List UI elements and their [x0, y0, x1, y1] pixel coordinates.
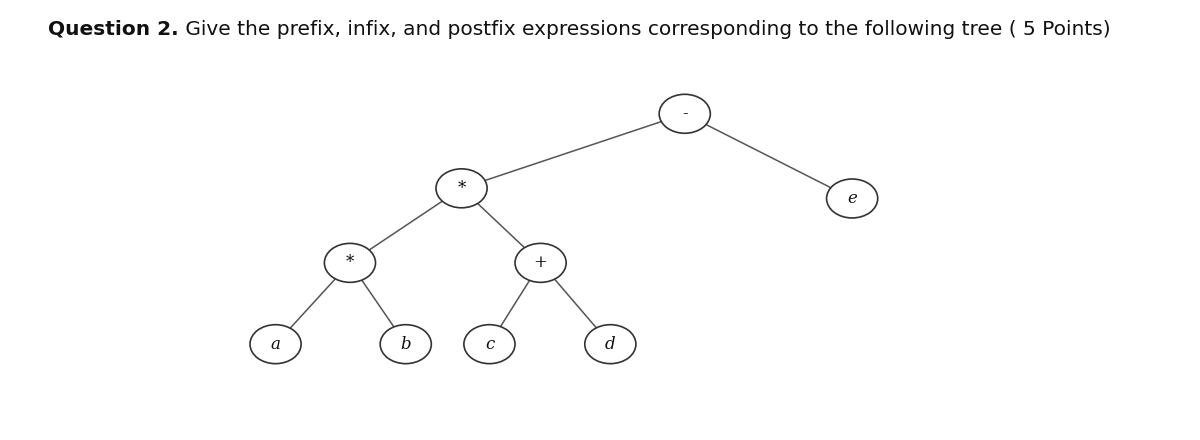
Ellipse shape — [436, 169, 487, 208]
Ellipse shape — [380, 325, 431, 363]
Text: e: e — [847, 190, 857, 207]
Ellipse shape — [250, 325, 301, 363]
Ellipse shape — [827, 179, 877, 218]
Ellipse shape — [515, 243, 566, 282]
Ellipse shape — [464, 325, 515, 363]
Text: c: c — [485, 336, 494, 353]
Ellipse shape — [584, 325, 636, 363]
Text: Give the prefix, infix, and postfix expressions corresponding to the following t: Give the prefix, infix, and postfix expr… — [179, 20, 1110, 39]
Ellipse shape — [659, 94, 710, 133]
Text: a: a — [271, 336, 281, 353]
Text: *: * — [457, 180, 466, 197]
Text: d: d — [605, 336, 616, 353]
Text: +: + — [534, 254, 547, 271]
Ellipse shape — [324, 243, 376, 282]
Text: *: * — [346, 254, 354, 271]
Text: b: b — [401, 336, 412, 353]
Text: -: - — [682, 105, 688, 122]
Text: Question 2.: Question 2. — [48, 20, 179, 39]
